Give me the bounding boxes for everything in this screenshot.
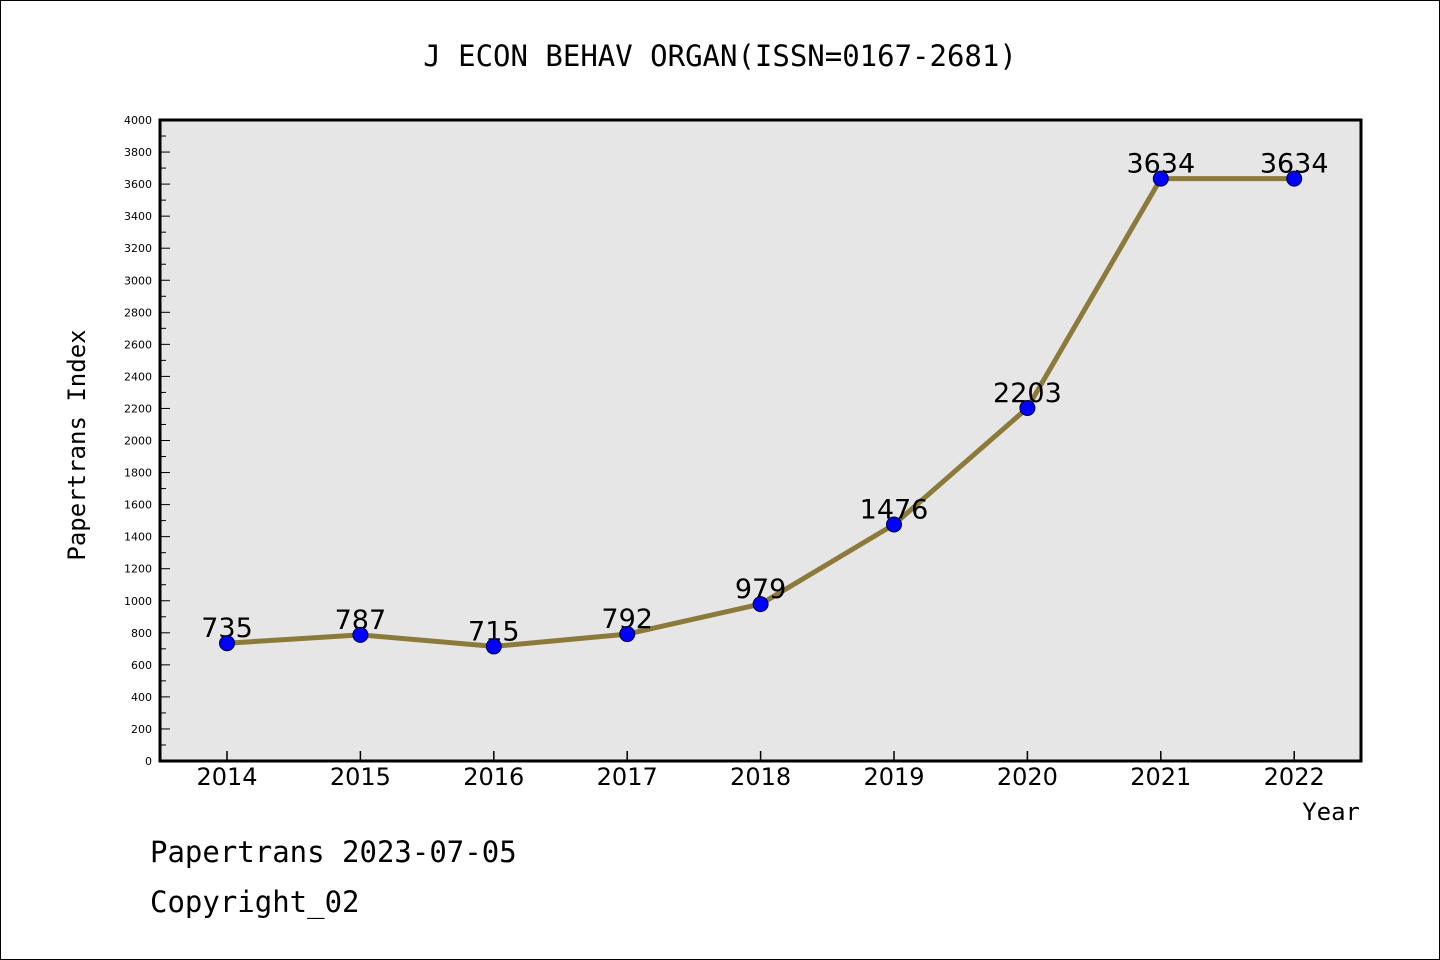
y-tick-label: 1800 — [124, 467, 152, 480]
y-tick-label: 4000 — [124, 114, 152, 127]
x-tick-label: 2017 — [597, 763, 658, 791]
y-tick-label: 3800 — [124, 146, 152, 159]
plot-area — [158, 118, 1363, 763]
y-tick-label: 3200 — [124, 242, 152, 255]
y-tick-label: 3000 — [124, 274, 152, 287]
y-tick-label: 2200 — [124, 402, 152, 415]
data-point — [219, 635, 235, 652]
x-axis-label: Year — [1302, 798, 1360, 826]
data-point — [1019, 399, 1036, 416]
x-tick-label: 2022 — [1264, 763, 1325, 791]
y-tick-label: 0 — [145, 755, 152, 768]
x-tick-label: 2014 — [196, 763, 257, 791]
y-tick-label: 3400 — [124, 210, 152, 223]
y-tick-label: 600 — [131, 659, 152, 672]
footer-copyright: Copyright_02 — [150, 885, 360, 919]
y-tick-label: 200 — [131, 723, 152, 736]
y-tick-label: 2400 — [124, 370, 152, 383]
y-tick-label: 800 — [131, 627, 152, 640]
y-tick-label: 3600 — [124, 178, 152, 191]
x-tick-label: 2015 — [330, 763, 391, 791]
data-point — [352, 626, 369, 643]
y-tick-label: 1400 — [124, 531, 152, 544]
data-point — [485, 638, 502, 655]
y-tick-label: 400 — [131, 691, 152, 704]
chart-title: J ECON BEHAV ORGAN(ISSN=0167-2681) — [423, 39, 1017, 73]
x-tick-label: 2018 — [730, 763, 791, 791]
axis-ticks: 0 200 400 600 800 1000 1200 1400 1600 1800 2000 220… — [124, 114, 1325, 791]
data-point — [886, 516, 902, 533]
y-tick-label: 2800 — [124, 306, 152, 319]
data-point — [1152, 170, 1169, 187]
y-tick-label: 1200 — [124, 563, 152, 576]
data-point — [752, 596, 769, 613]
footer-date: Papertrans 2023-07-05 — [150, 835, 517, 869]
data-point — [1286, 170, 1303, 187]
y-axis-label: Papertrans Index — [63, 329, 91, 560]
y-tick-label: 2600 — [124, 338, 152, 351]
y-tick-label: 1600 — [124, 499, 152, 512]
x-tick-label: 2016 — [463, 763, 524, 791]
data-point — [619, 626, 636, 643]
y-tick-label: 1000 — [124, 595, 152, 608]
x-tick-label: 2021 — [1130, 763, 1191, 791]
x-tick-label: 2019 — [863, 763, 924, 791]
x-tick-label: 2020 — [997, 763, 1058, 791]
y-tick-label: 2000 — [124, 435, 152, 448]
